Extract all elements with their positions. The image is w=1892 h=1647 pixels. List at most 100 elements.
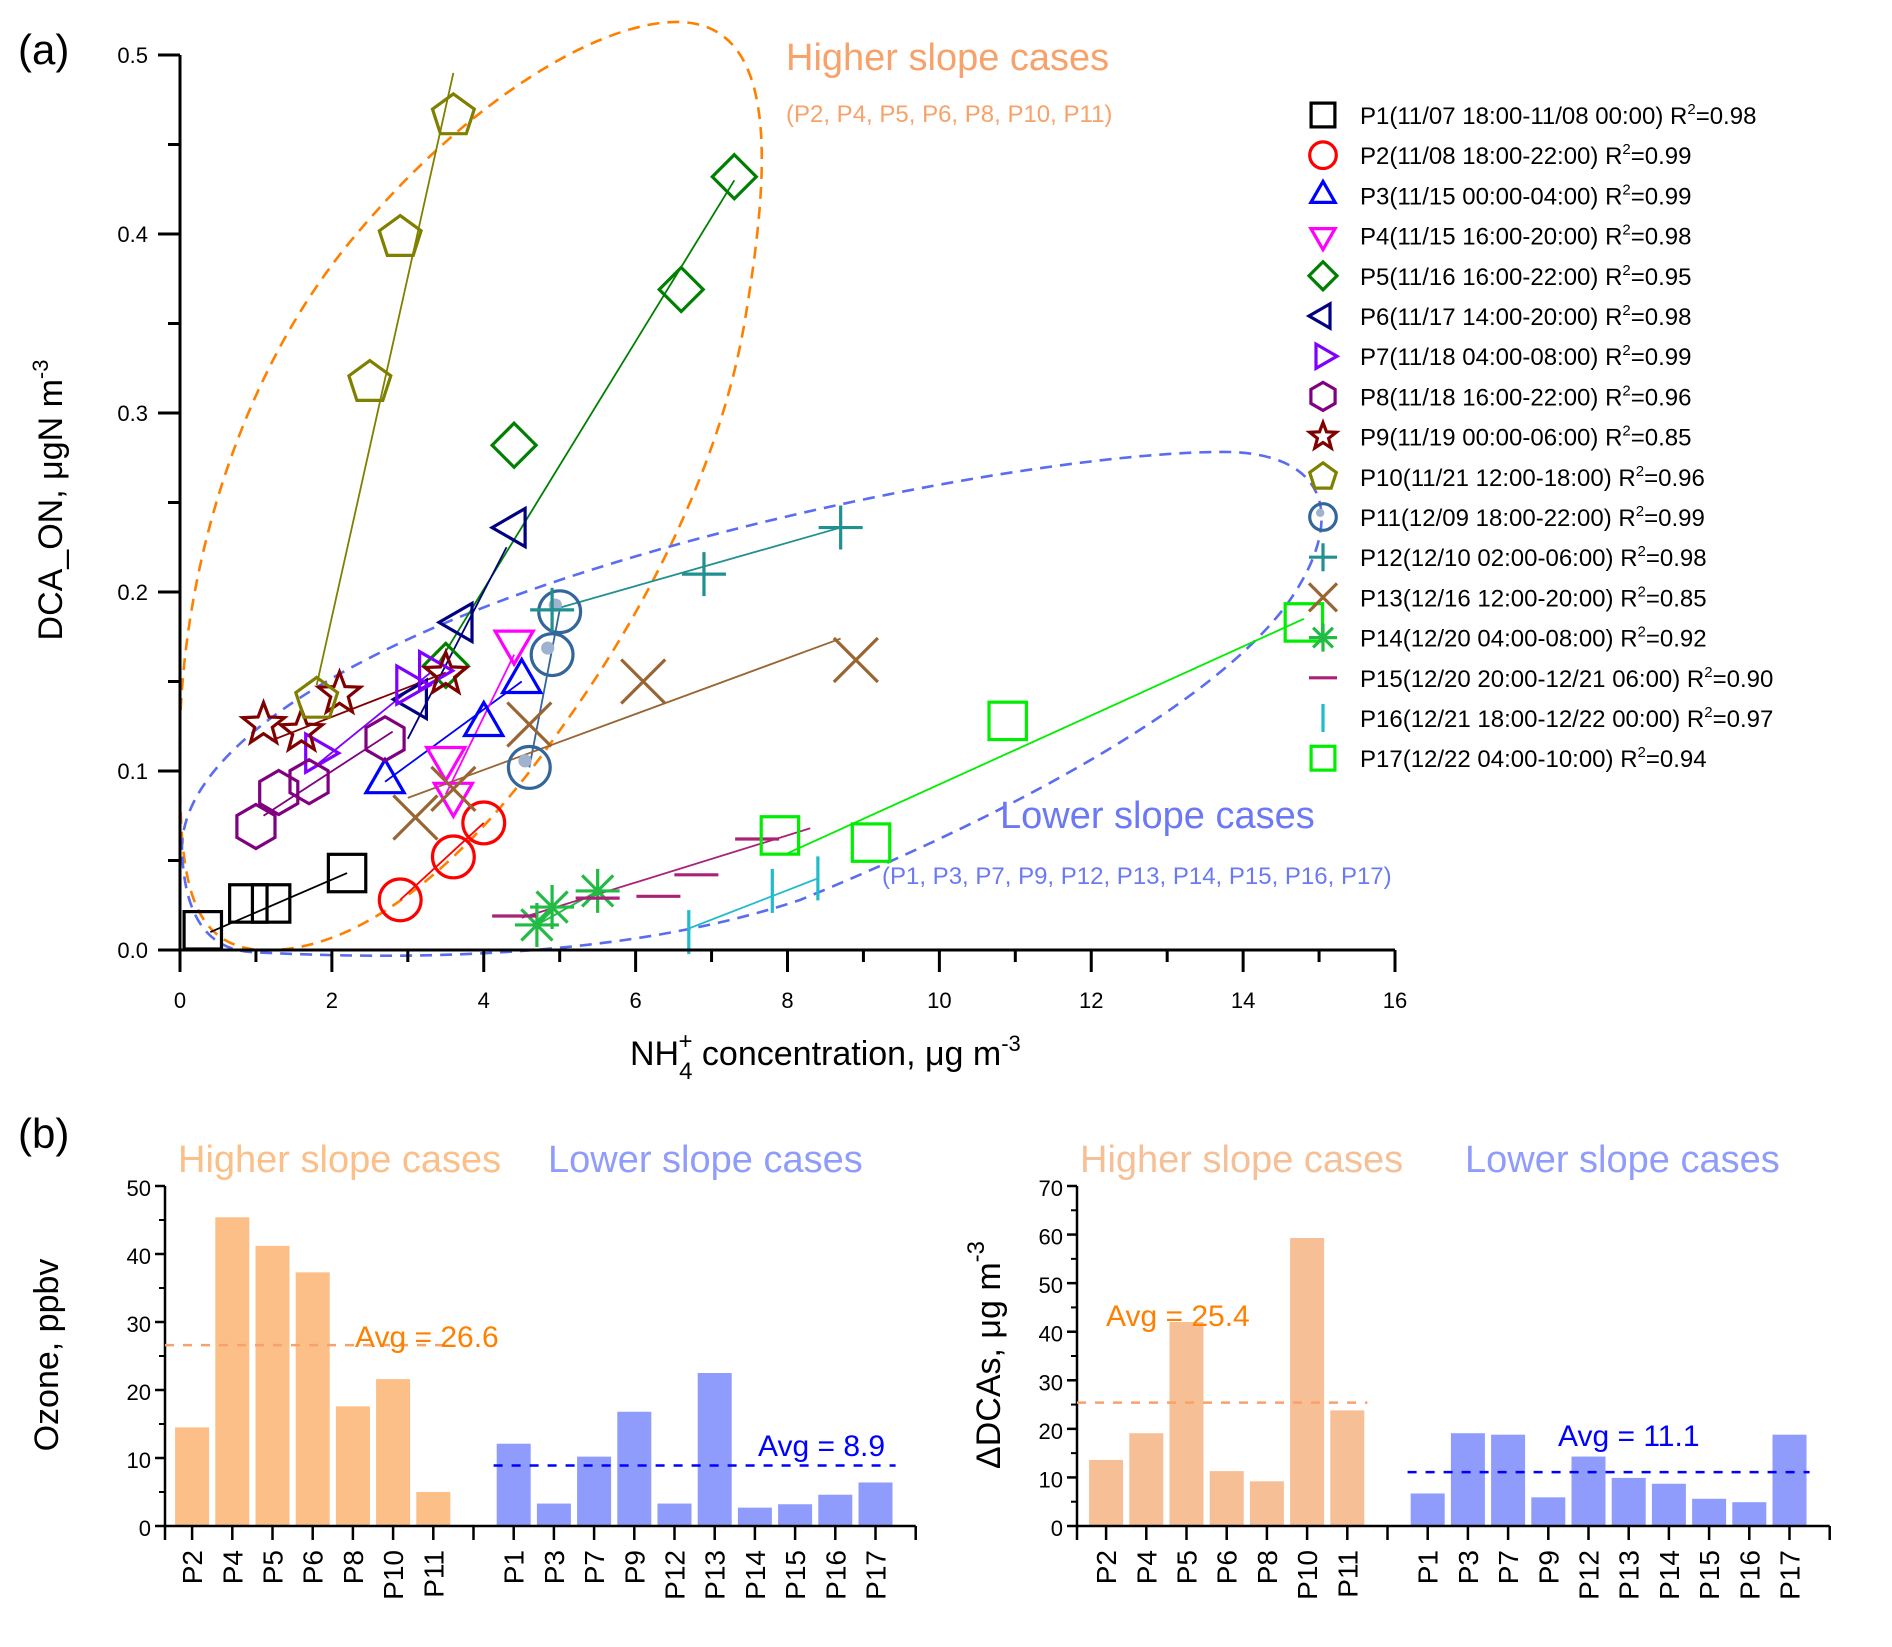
legend-label: P7(11/18 04:00-08:00) R2=0.99 bbox=[1360, 342, 1691, 371]
legend-label: P14(12/20 04:00-08:00) R2=0.92 bbox=[1360, 624, 1707, 653]
bar-p8 bbox=[1249, 1481, 1284, 1526]
x-tick-label: P10 bbox=[1292, 1550, 1323, 1600]
y-tick-label: 20 bbox=[1039, 1419, 1063, 1444]
data-point bbox=[293, 675, 340, 719]
x-tick-label: P2 bbox=[177, 1550, 208, 1584]
y-tick-label: 50 bbox=[1039, 1273, 1063, 1298]
fit-line-p17 bbox=[787, 618, 1305, 855]
x-tick-label: P17 bbox=[1775, 1550, 1806, 1600]
higher-slope-title: Higher slope cases bbox=[786, 37, 1109, 79]
legend-marker bbox=[1309, 543, 1337, 572]
x-tick-label: P5 bbox=[258, 1550, 289, 1584]
bar-p2 bbox=[175, 1427, 210, 1526]
bar-p10 bbox=[376, 1379, 411, 1526]
data-point bbox=[390, 677, 428, 722]
x-tick-label: P6 bbox=[298, 1550, 329, 1584]
x-tick-label: P9 bbox=[619, 1550, 650, 1584]
panel-label-b: (b) bbox=[18, 1110, 69, 1157]
x-tick-label: P9 bbox=[1533, 1550, 1564, 1584]
data-point bbox=[420, 647, 472, 696]
x-tick-label: 12 bbox=[1079, 988, 1103, 1013]
legend-marker bbox=[1309, 380, 1337, 413]
data-point bbox=[347, 358, 393, 402]
x-tick-label: 4 bbox=[478, 988, 490, 1013]
data-point bbox=[461, 699, 506, 738]
bar-p1 bbox=[1410, 1493, 1445, 1526]
legend-item-p2: P2(11/08 18:00-22:00) R2=0.99 bbox=[1308, 140, 1691, 170]
data-point bbox=[530, 885, 575, 930]
x-tick-label: P2 bbox=[1091, 1550, 1122, 1584]
legend-label: P13(12/16 12:00-20:00) R2=0.85 bbox=[1360, 583, 1707, 612]
bar-p16 bbox=[818, 1494, 853, 1526]
x-tick-label: P12 bbox=[1574, 1550, 1605, 1600]
bar-p6 bbox=[295, 1272, 330, 1526]
legend-marker bbox=[1306, 259, 1340, 293]
bar-p9 bbox=[617, 1411, 652, 1526]
y-tick-label: 40 bbox=[1039, 1322, 1063, 1347]
y-axis-title: DCA_ON, μgN m-3 bbox=[28, 360, 70, 641]
legend-label: P16(12/21 18:00-12/22 00:00) R2=0.97 bbox=[1360, 704, 1773, 733]
data-point bbox=[430, 91, 477, 136]
legend-item-p15: P15(12/20 20:00-12/21 06:00) R2=0.90 bbox=[1309, 664, 1773, 693]
fit-line-p4 bbox=[444, 654, 515, 795]
marker-ring bbox=[537, 589, 583, 635]
fit-line-p12 bbox=[551, 526, 841, 611]
data-point bbox=[228, 883, 269, 924]
legend-label: P11(12/09 18:00-22:00) R2=0.99 bbox=[1360, 503, 1705, 532]
marker-ring bbox=[529, 632, 575, 678]
ozone-higher-title: Higher slope cases bbox=[178, 1139, 501, 1181]
data-point bbox=[288, 757, 330, 806]
y-tick-label: 30 bbox=[1039, 1370, 1063, 1395]
avg-label-lower: Avg = 8.9 bbox=[758, 1430, 885, 1463]
x-tick-label: P15 bbox=[1694, 1550, 1725, 1600]
series-p3 bbox=[363, 656, 544, 795]
bar-p7 bbox=[577, 1456, 612, 1526]
data-point bbox=[326, 852, 368, 894]
y-tick-label: 0.5 bbox=[117, 43, 148, 68]
bar-p3 bbox=[1450, 1433, 1485, 1526]
y-tick-label: 20 bbox=[127, 1380, 151, 1405]
scatter-points bbox=[182, 91, 1325, 955]
data-point bbox=[363, 756, 407, 795]
dcas-bar-panel: Higher slope cases Lower slope cases P2 P… bbox=[963, 1139, 1831, 1600]
y-tick-label: 30 bbox=[127, 1312, 151, 1337]
legend-item-p6: P6(11/17 14:00-20:00) R2=0.98 bbox=[1305, 301, 1691, 331]
legend-item-p17: P17(12/22 04:00-10:00) R2=0.94 bbox=[1309, 744, 1707, 773]
legend-marker bbox=[1309, 623, 1337, 652]
bar-p6 bbox=[1209, 1471, 1244, 1526]
y-tick-label: 70 bbox=[1039, 1176, 1063, 1201]
legend-label: P6(11/17 14:00-20:00) R2=0.98 bbox=[1360, 302, 1691, 331]
x-tick-label: 16 bbox=[1383, 988, 1407, 1013]
y-tick-label: 0.2 bbox=[117, 580, 148, 605]
x-tick-label: P4 bbox=[217, 1550, 248, 1584]
data-point bbox=[499, 656, 544, 695]
data-point bbox=[710, 152, 759, 201]
legend-marker bbox=[1309, 744, 1337, 772]
x-tick-label: P1 bbox=[1413, 1550, 1444, 1584]
data-point bbox=[364, 714, 406, 763]
legend-label: P8(11/18 16:00-22:00) R2=0.96 bbox=[1360, 382, 1691, 411]
legend-label: P10(11/21 12:00-18:00) R2=0.96 bbox=[1360, 463, 1705, 492]
ozone-lower-title: Lower slope cases bbox=[548, 1139, 863, 1181]
avg-label-higher: Avg = 25.4 bbox=[1106, 1300, 1250, 1333]
legend-item-p11: P11(12/09 18:00-22:00) R2=0.99 bbox=[1308, 502, 1705, 532]
data-point bbox=[430, 834, 476, 880]
y-tick-label: 10 bbox=[127, 1448, 151, 1473]
x-tick-label: 6 bbox=[630, 988, 642, 1013]
data-point bbox=[423, 745, 468, 784]
y-tick-label: 0.4 bbox=[117, 222, 148, 247]
legend-item-p10: P10(11/21 12:00-18:00) R2=0.96 bbox=[1307, 460, 1705, 492]
legend: P1(11/07 18:00-11/08 00:00) R2=0.98 P2(11… bbox=[1305, 101, 1773, 773]
data-point bbox=[620, 658, 667, 705]
data-point bbox=[506, 701, 553, 748]
x-tick-label: P7 bbox=[579, 1550, 610, 1584]
series-p9 bbox=[238, 647, 472, 754]
data-point bbox=[392, 794, 439, 841]
y-tick-label: 10 bbox=[1039, 1467, 1063, 1492]
data-point bbox=[489, 420, 539, 470]
data-point bbox=[235, 802, 277, 851]
x-tick-label: P1 bbox=[499, 1550, 530, 1584]
bar-p5 bbox=[1169, 1322, 1204, 1526]
y-tick-label: 60 bbox=[1039, 1225, 1063, 1250]
